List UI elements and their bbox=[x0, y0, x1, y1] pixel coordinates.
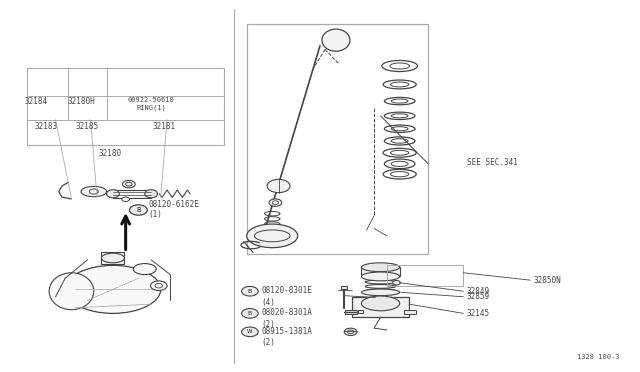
Ellipse shape bbox=[242, 286, 258, 296]
Text: 32181: 32181 bbox=[152, 122, 175, 131]
Ellipse shape bbox=[383, 80, 416, 89]
Text: (4): (4) bbox=[261, 298, 275, 307]
Text: 32145: 32145 bbox=[467, 309, 490, 318]
Text: (2): (2) bbox=[261, 339, 275, 347]
Text: 32180H: 32180H bbox=[67, 97, 95, 106]
Ellipse shape bbox=[133, 263, 156, 275]
Ellipse shape bbox=[122, 180, 135, 188]
Ellipse shape bbox=[242, 309, 258, 318]
Ellipse shape bbox=[385, 137, 415, 145]
Ellipse shape bbox=[362, 289, 399, 296]
Ellipse shape bbox=[246, 224, 298, 248]
Text: (2): (2) bbox=[261, 320, 275, 329]
Text: 08120-6162E
(1): 08120-6162E (1) bbox=[148, 199, 200, 219]
Ellipse shape bbox=[344, 328, 357, 336]
Text: 08915-1381A: 08915-1381A bbox=[261, 327, 312, 336]
Ellipse shape bbox=[81, 186, 106, 197]
Ellipse shape bbox=[269, 199, 282, 206]
Bar bbox=[358, 310, 364, 313]
Ellipse shape bbox=[385, 125, 415, 132]
Ellipse shape bbox=[242, 327, 258, 337]
Bar bbox=[113, 190, 151, 198]
Text: B: B bbox=[248, 311, 252, 316]
Ellipse shape bbox=[101, 253, 124, 263]
Ellipse shape bbox=[383, 148, 416, 157]
Ellipse shape bbox=[322, 29, 350, 51]
Text: 32183: 32183 bbox=[35, 122, 58, 131]
Bar bbox=[404, 310, 415, 314]
Text: 32180: 32180 bbox=[98, 149, 121, 158]
Ellipse shape bbox=[362, 263, 399, 272]
Text: 32859: 32859 bbox=[467, 292, 490, 301]
Ellipse shape bbox=[267, 179, 290, 193]
Text: 32184: 32184 bbox=[25, 97, 48, 106]
Ellipse shape bbox=[106, 190, 119, 198]
Bar bbox=[341, 286, 348, 289]
Text: 32850N: 32850N bbox=[534, 276, 561, 285]
Ellipse shape bbox=[129, 205, 147, 215]
Bar bbox=[101, 253, 124, 263]
Ellipse shape bbox=[362, 296, 399, 311]
Text: 1328 100-3: 1328 100-3 bbox=[577, 353, 620, 359]
Bar bbox=[27, 68, 225, 145]
Ellipse shape bbox=[150, 281, 167, 291]
Text: B: B bbox=[248, 289, 252, 294]
Bar bbox=[346, 310, 357, 314]
Ellipse shape bbox=[385, 159, 415, 169]
Text: 32849: 32849 bbox=[467, 287, 490, 296]
Bar bbox=[352, 297, 409, 317]
Ellipse shape bbox=[362, 272, 399, 281]
Ellipse shape bbox=[122, 197, 129, 202]
Text: 32185: 32185 bbox=[76, 122, 99, 131]
Ellipse shape bbox=[145, 190, 157, 198]
Ellipse shape bbox=[385, 112, 415, 119]
Bar bbox=[387, 265, 463, 286]
Bar bbox=[362, 267, 399, 276]
Ellipse shape bbox=[393, 280, 400, 285]
Bar bbox=[246, 23, 428, 254]
Text: W: W bbox=[247, 329, 253, 334]
Ellipse shape bbox=[382, 61, 417, 71]
Text: B: B bbox=[136, 207, 141, 213]
Ellipse shape bbox=[383, 169, 416, 179]
Ellipse shape bbox=[385, 97, 415, 105]
Text: 00922-50610
RING(1): 00922-50610 RING(1) bbox=[128, 97, 175, 111]
Ellipse shape bbox=[65, 265, 161, 313]
Ellipse shape bbox=[49, 273, 94, 310]
Text: 08020-8301A: 08020-8301A bbox=[261, 308, 312, 317]
Text: 08120-8301E: 08120-8301E bbox=[261, 286, 312, 295]
Text: SEE SEC.341: SEE SEC.341 bbox=[467, 157, 517, 167]
